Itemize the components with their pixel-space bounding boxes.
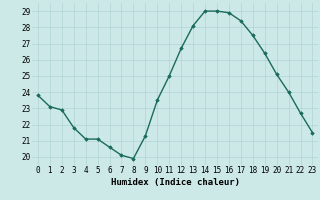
X-axis label: Humidex (Indice chaleur): Humidex (Indice chaleur) bbox=[111, 178, 240, 187]
